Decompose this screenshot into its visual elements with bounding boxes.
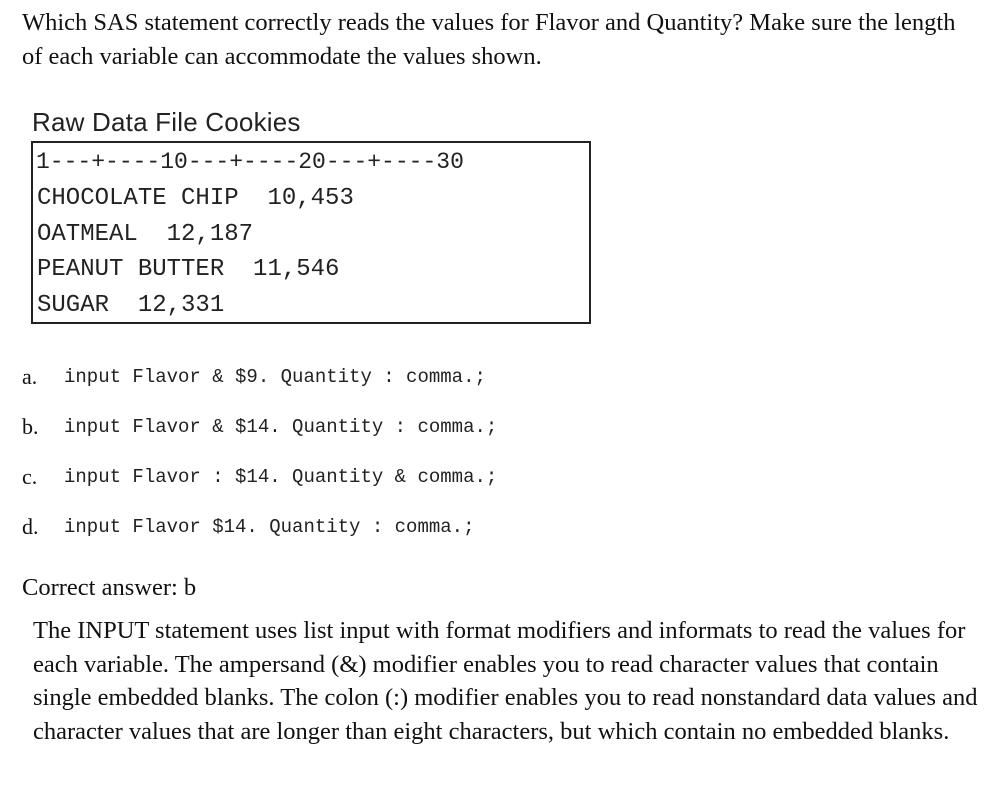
option-c[interactable]: c. input Flavor : $14. Quantity & comma.… bbox=[22, 452, 497, 502]
raw-data-box: 1---+----10---+----20---+----30 CHOCOLAT… bbox=[31, 141, 591, 324]
raw-data-title: Raw Data File Cookies bbox=[32, 107, 301, 137]
answer-options: a. input Flavor & $9. Quantity : comma.;… bbox=[22, 352, 497, 552]
option-code: input Flavor & $14. Quantity : comma.; bbox=[64, 416, 498, 438]
option-letter: a. bbox=[22, 364, 38, 389]
option-code: input Flavor : $14. Quantity & comma.; bbox=[64, 466, 498, 488]
option-letter: d. bbox=[22, 514, 39, 539]
raw-data-row: OATMEAL 12,187 bbox=[37, 220, 254, 248]
column-ruler: 1---+----10---+----20---+----30 bbox=[36, 149, 464, 175]
option-b[interactable]: b. input Flavor & $14. Quantity : comma.… bbox=[22, 402, 497, 452]
raw-data-row: CHOCOLATE CHIP 10,453 bbox=[37, 185, 354, 212]
question-text: Which SAS statement correctly reads the … bbox=[22, 9, 956, 70]
option-letter: b. bbox=[22, 414, 39, 439]
raw-data-rows: CHOCOLATE CHIP 10,453 OATMEAL 12,187 PEA… bbox=[37, 181, 354, 323]
raw-data-row: SUGAR 12,331 bbox=[37, 291, 225, 319]
option-d[interactable]: d. input Flavor $14. Quantity : comma.; bbox=[22, 502, 497, 552]
raw-data-row: PEANUT BUTTER 11,546 bbox=[37, 256, 340, 283]
option-letter: c. bbox=[22, 464, 38, 489]
option-code: input Flavor & $9. Quantity : comma.; bbox=[64, 366, 486, 388]
option-code: input Flavor $14. Quantity : comma.; bbox=[64, 516, 475, 538]
correct-answer: Correct answer: b bbox=[22, 574, 197, 601]
explanation-text: The INPUT statement uses list input with… bbox=[33, 617, 978, 745]
option-a[interactable]: a. input Flavor & $9. Quantity : comma.; bbox=[22, 352, 497, 402]
